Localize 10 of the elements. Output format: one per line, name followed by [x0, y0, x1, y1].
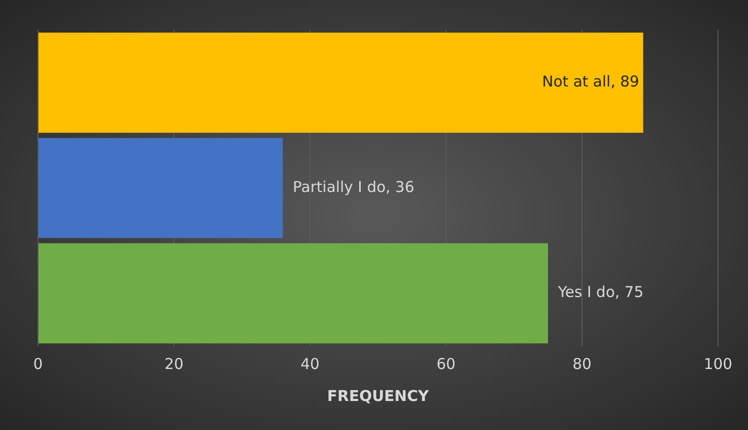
- x-tick-label: 80: [572, 354, 592, 373]
- x-tick-label: 40: [300, 354, 320, 373]
- x-axis-title: FREQUENCY: [327, 386, 430, 405]
- x-tick-label: 60: [436, 354, 456, 373]
- x-tick-label: 20: [164, 354, 184, 373]
- x-tick-label: 100: [704, 354, 732, 373]
- data-label: Partially I do, 36: [292, 178, 414, 196]
- data-label: Yes I do, 75: [557, 283, 644, 302]
- data-label: Not at all, 89: [542, 72, 640, 91]
- x-tick-label: 0: [33, 354, 43, 373]
